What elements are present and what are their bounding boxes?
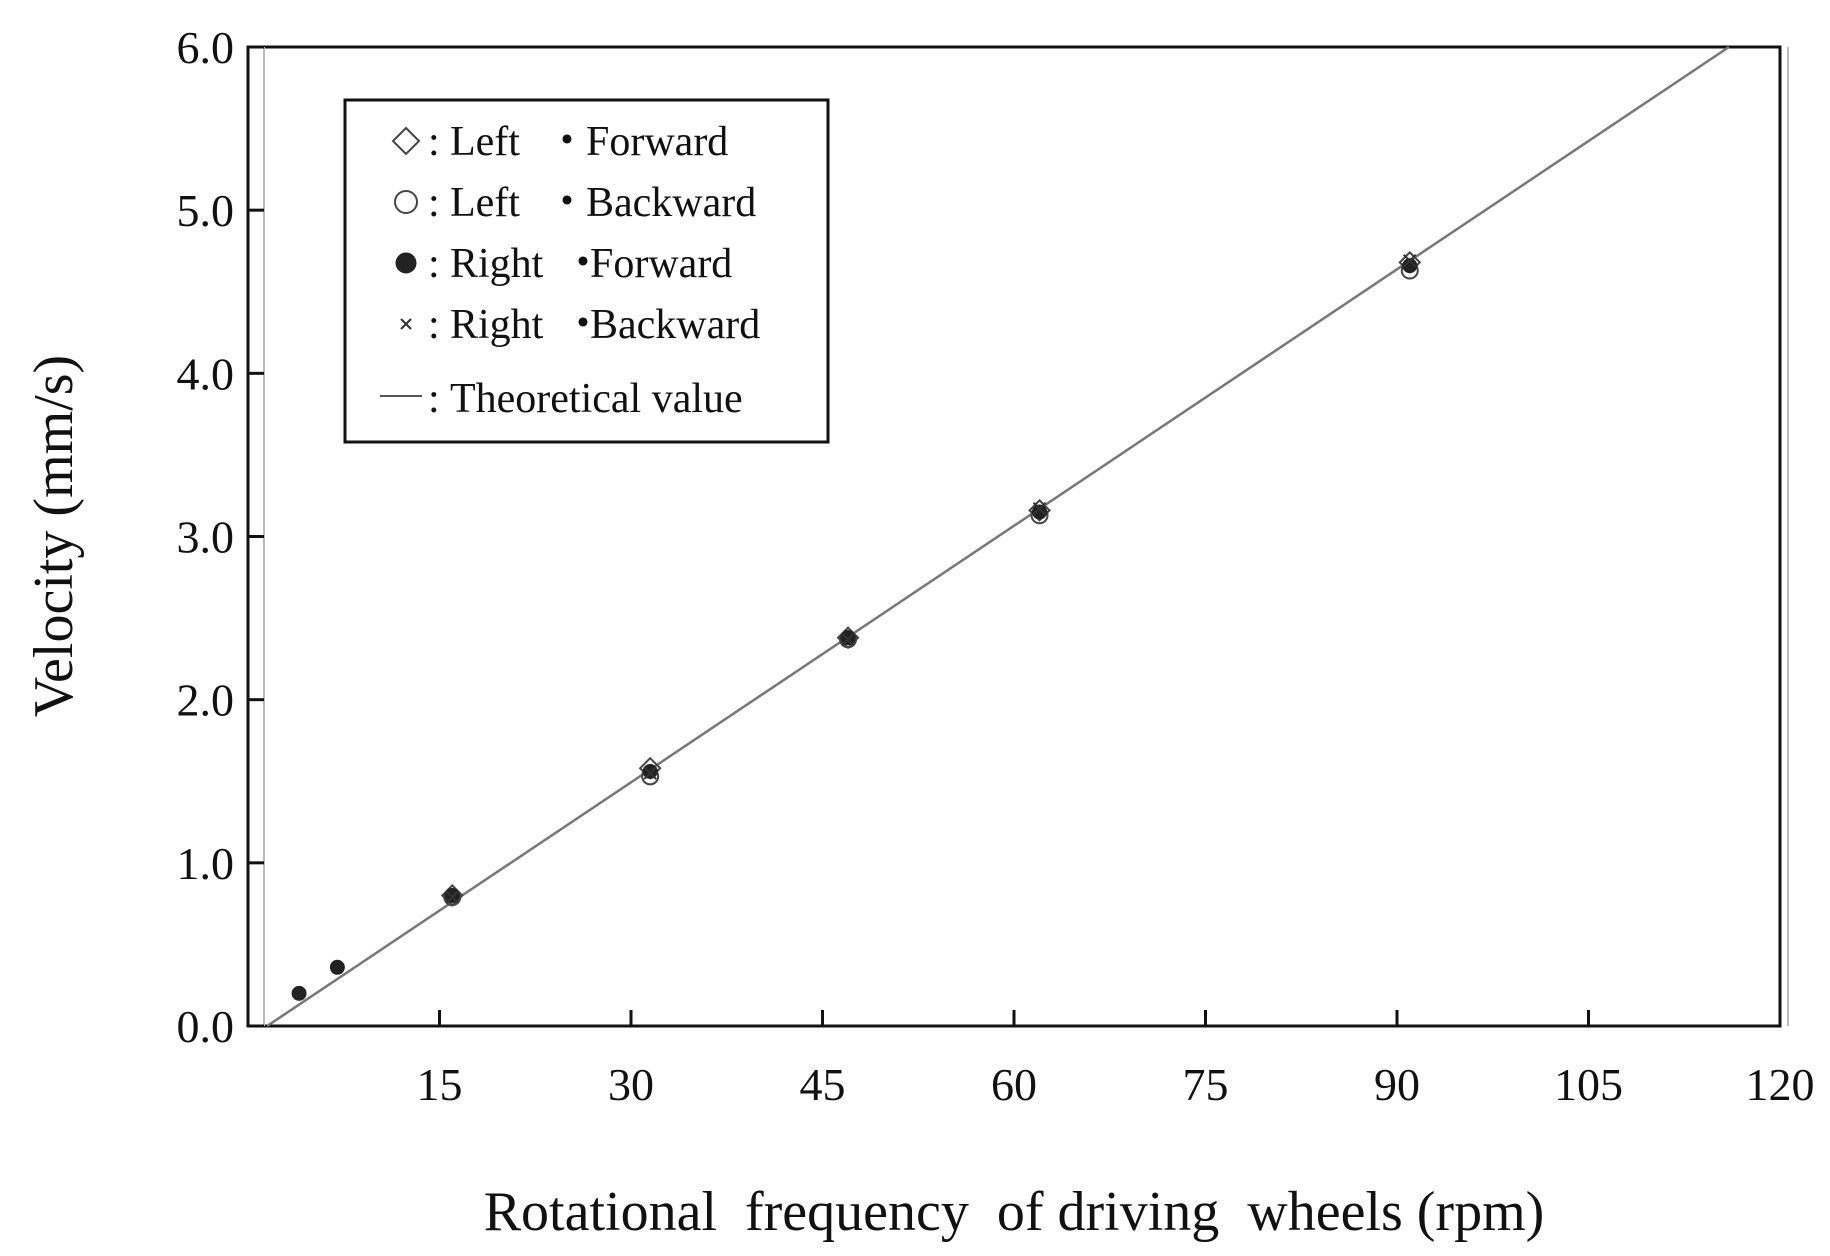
y-tick-label: 2.0 <box>177 675 235 726</box>
legend-label-direction: Forward <box>590 241 732 287</box>
theoretical-value-line <box>266 45 1730 1028</box>
cross-stroke <box>841 632 855 647</box>
data-point-cross <box>1403 254 1417 268</box>
x-axis-title: Rotational frequency of driving wheels (… <box>484 1181 1545 1243</box>
legend-separator: : <box>428 302 440 348</box>
cross-stroke <box>400 318 412 330</box>
x-tick-label: 105 <box>1554 1059 1623 1110</box>
data-point-cross <box>643 766 657 780</box>
legend-marker-dot <box>395 252 417 274</box>
legend-bullet: ・ <box>546 180 588 226</box>
y-tick-label: 1.0 <box>177 838 235 889</box>
legend-separator: : <box>428 180 440 226</box>
legend-marker-diamond <box>391 126 421 156</box>
y-tick-label: 0.0 <box>177 1001 235 1052</box>
legend-bullet: ・ <box>562 241 604 287</box>
x-tick-label: 45 <box>800 1059 846 1110</box>
data-point-dot <box>1032 504 1048 520</box>
cross-stroke <box>1032 502 1047 516</box>
cross-stroke <box>445 890 459 904</box>
x-axis-ticks: 15 30 45 60 75 90 105 120 <box>417 1010 1815 1110</box>
data-point-cross <box>841 632 855 647</box>
theoretical-line-group <box>266 45 1730 1028</box>
legend-label-theory: Theoretical value <box>450 376 743 422</box>
data-point-dot <box>1402 258 1418 274</box>
legend-separator: : <box>428 119 440 165</box>
y-axis-ticks: 0.0 1.0 2.0 3.0 4.0 5.0 6.0 <box>177 22 264 1052</box>
legend-label-side: Right <box>450 302 544 348</box>
legend-label-side: Left <box>450 180 520 226</box>
cross-stroke <box>1403 254 1417 268</box>
data-point-dot <box>329 959 345 975</box>
y-tick-label: 6.0 <box>177 22 235 73</box>
cross-stroke <box>643 766 657 780</box>
y-tick-label: 4.0 <box>177 348 235 399</box>
x-tick-label: 15 <box>417 1059 463 1110</box>
legend-label-direction: Forward <box>586 119 728 165</box>
x-tick-label: 30 <box>608 1059 654 1110</box>
legend-label-direction: Backward <box>586 180 756 226</box>
y-tick-label: 3.0 <box>177 512 235 563</box>
data-point-dot <box>840 630 856 646</box>
data-point-dot <box>642 763 658 779</box>
y-tick-label: 5.0 <box>177 185 235 236</box>
legend-label-side: Right <box>450 241 544 287</box>
x-tick-label: 60 <box>991 1059 1037 1110</box>
y-axis-title: Velocity (mm/s) <box>23 355 85 717</box>
legend-label-direction: Backward <box>590 302 760 348</box>
legend-bullet: ・ <box>562 302 604 348</box>
x-tick-label: 120 <box>1746 1059 1815 1110</box>
legend-marker-circle <box>394 190 418 214</box>
legend-marker-cross <box>400 318 412 330</box>
legend-separator: : <box>428 376 440 422</box>
legend: : Left ・Forward: Left ・Backward: Right ・Forwar… <box>343 98 830 444</box>
data-points <box>291 250 1422 1001</box>
data-point-cross <box>445 890 459 904</box>
x-tick-label: 75 <box>1183 1059 1229 1110</box>
legend-box <box>343 98 830 444</box>
data-point-diamond <box>1028 498 1051 522</box>
data-point-cross <box>1032 502 1047 516</box>
data-point-dot <box>291 985 307 1001</box>
legend-separator: : <box>428 241 440 287</box>
legend-label-side: Left <box>450 119 520 165</box>
data-point-dot <box>444 887 460 903</box>
x-tick-label: 90 <box>1374 1059 1420 1110</box>
legend-bullet: ・ <box>546 119 588 165</box>
